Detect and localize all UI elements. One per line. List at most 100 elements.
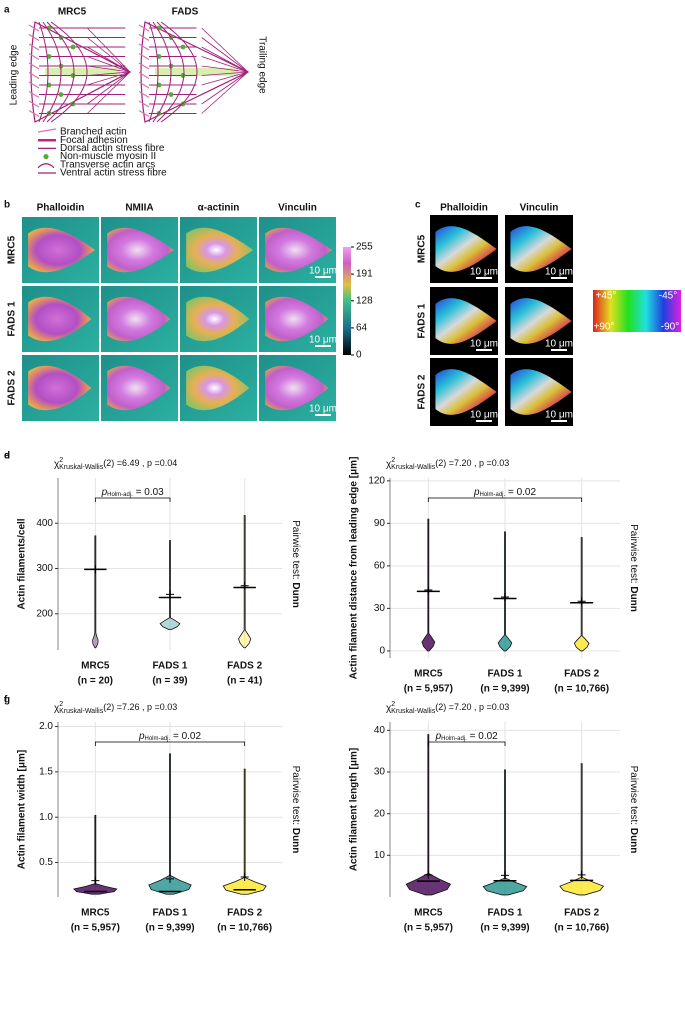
- branched-actin: [138, 62, 150, 70]
- wheel-label: +45°: [596, 291, 617, 302]
- transverse-arc: [50, 21, 88, 123]
- stat-text: χ2 Kruskal-Wallis(2) =7.20 , p =0.03: [386, 457, 509, 471]
- text-part: Pairwise test:: [628, 524, 639, 586]
- x-tick-label: FADS 1: [487, 669, 522, 680]
- cell-outline: [30, 21, 132, 123]
- wheel-label: -90°: [661, 322, 679, 333]
- text-part: = 0.03: [133, 487, 164, 498]
- y-tick-label: 20: [374, 808, 386, 819]
- row-label: MRC5: [7, 235, 18, 264]
- significance-label: pHolm-adj. = 0.02: [138, 731, 202, 742]
- myosin: [180, 44, 186, 50]
- transverse-arc: [156, 21, 185, 123]
- cell: [107, 296, 171, 342]
- edge-fibre: [201, 71, 249, 95]
- edge-fibre: [87, 71, 131, 105]
- violin: [497, 531, 513, 652]
- transverse-arc: [160, 21, 198, 123]
- scale-bar-label: 10 μm: [545, 267, 573, 278]
- stat-text: χ2 Kruskal-Wallis(2) =7.26 , p =0.03: [54, 701, 177, 715]
- myosin: [70, 73, 76, 78]
- text-part: = 0.02: [467, 731, 498, 742]
- pairwise-label: Pairwise test: Dunn: [290, 766, 301, 854]
- pairwise-label: Pairwise test: Dunn: [628, 766, 639, 854]
- x-tick-label: FADS 1: [487, 908, 522, 919]
- transverse-arc: [46, 21, 75, 123]
- violin: [159, 540, 181, 631]
- transverse-arc: [42, 21, 62, 123]
- x-tick-label: MRC5: [414, 669, 443, 680]
- y-tick-label: 30: [374, 767, 386, 778]
- pairwise-label: Pairwise test: Dunn: [290, 520, 301, 608]
- branched-actin: [28, 62, 40, 70]
- column-header: NMIIA: [125, 203, 153, 214]
- x-tick-label: MRC5: [414, 908, 443, 919]
- myosin: [180, 73, 186, 78]
- text-part: 2: [391, 701, 395, 708]
- text-part: p: [473, 487, 480, 498]
- branched-actin: [28, 52, 40, 61]
- mean-marker: [91, 565, 100, 574]
- panel-letter: g: [4, 695, 10, 706]
- branched-actin: [28, 24, 40, 32]
- branched-actin: [138, 24, 150, 32]
- branched-actin: [138, 33, 150, 42]
- cell: [265, 227, 333, 273]
- text-part: p: [138, 731, 145, 742]
- edge-fibre: [201, 27, 249, 73]
- cell: [435, 298, 497, 344]
- text-part: Pairwise test:: [290, 766, 301, 828]
- edge-fibre: [86, 71, 131, 114]
- mean-marker: [577, 597, 586, 606]
- edge-fibre: [87, 71, 131, 86]
- cell: [107, 365, 171, 411]
- myosin: [156, 54, 162, 59]
- edge-label: Trailing edge: [256, 36, 267, 94]
- text-part: Dunn: [628, 586, 639, 612]
- edge-fibre: [87, 71, 131, 95]
- transverse-arc: [38, 21, 49, 123]
- x-tick-label: FADS 2: [564, 908, 599, 919]
- cell: [28, 296, 92, 342]
- text-part: Kruskal-Wallis: [391, 708, 436, 715]
- scale-bar-label: 10 μm: [470, 267, 498, 278]
- edge-fibre: [87, 56, 131, 73]
- edge-label: Leading edge: [9, 44, 20, 105]
- y-tick-label: 10: [374, 850, 386, 861]
- mean-marker: [501, 871, 509, 880]
- branched-actin: [138, 100, 150, 108]
- x-tick-label: MRC5: [81, 908, 110, 919]
- pairwise-label: Pairwise test: Dunn: [628, 524, 639, 612]
- mean-marker: [424, 585, 433, 594]
- panel-letter: a: [4, 5, 10, 16]
- y-tick-label: 200: [36, 608, 53, 619]
- cell: [265, 296, 329, 342]
- violin: [573, 537, 590, 652]
- violin: [482, 769, 528, 896]
- cell: [186, 227, 254, 273]
- branched-actin: [138, 52, 150, 61]
- x-tick-label: (n = 5,957): [404, 923, 453, 934]
- panel-letter: b: [4, 200, 10, 211]
- myosin: [70, 44, 76, 50]
- orientation-wheel: [593, 290, 681, 332]
- edge-fibre: [201, 37, 249, 73]
- violin: [238, 515, 252, 649]
- x-tick-label: (n = 39): [152, 676, 187, 687]
- cell: [186, 296, 250, 342]
- branched-actin: [28, 109, 40, 118]
- significance-bracket: [427, 741, 506, 746]
- mean-marker: [240, 873, 249, 882]
- text-part: Dunn: [290, 582, 301, 608]
- legend-label: Dorsal actin stress fibre: [60, 143, 165, 154]
- panel-letter: f: [4, 695, 8, 706]
- edge-fibre: [201, 71, 249, 105]
- x-tick-label: (n = 9,399): [145, 923, 194, 934]
- y-tick-label: 1.0: [39, 812, 53, 823]
- legend-label: Branched actin: [60, 127, 127, 138]
- violin: [148, 753, 192, 895]
- wheel-label: +90°: [594, 322, 615, 333]
- colorbar: [343, 247, 351, 355]
- x-tick-label: FADS 1: [152, 661, 187, 672]
- row-label: FADS 1: [7, 301, 18, 336]
